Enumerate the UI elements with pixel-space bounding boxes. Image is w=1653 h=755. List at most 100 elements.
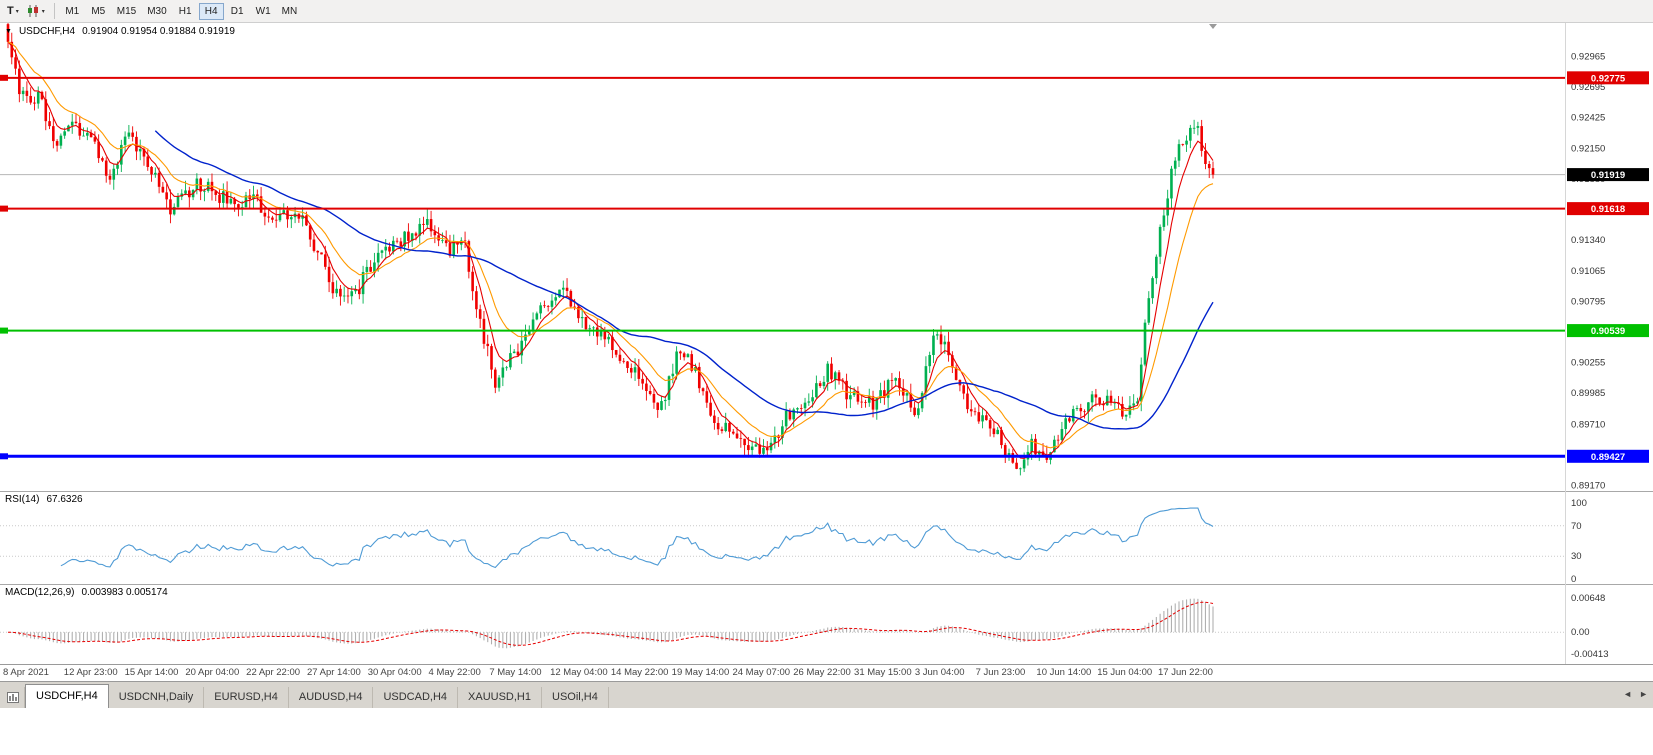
svg-text:-0.00413: -0.00413 — [1571, 649, 1609, 660]
time-label: 7 May 14:00 — [489, 667, 542, 678]
macd-signal-line — [7, 601, 1214, 646]
bid-price-badge: 0.91919 — [1567, 168, 1649, 182]
bottom-area — [0, 708, 1653, 755]
text-tool-icon: T — [7, 5, 14, 17]
chart-tab-usdchf-h4[interactable]: USDCHF,H4 — [25, 684, 109, 708]
svg-text:0.92425: 0.92425 — [1571, 112, 1605, 123]
svg-text:0.91065: 0.91065 — [1571, 266, 1605, 277]
time-label: 15 Apr 14:00 — [124, 667, 179, 678]
timeframe-d1-button[interactable]: D1 — [225, 3, 250, 20]
timeframe-toolbar: T ▾ ▾ M1 M5 M15 M30 H1 H4 D1 W1 MN — [0, 0, 1653, 23]
svg-text:0.92695: 0.92695 — [1571, 82, 1605, 93]
time-label: 19 May 14:00 — [671, 667, 730, 678]
time-label: 7 Jun 23:00 — [975, 667, 1026, 678]
candlestick-series — [6, 23, 1215, 476]
chart-tab-eurusd-h4[interactable]: EURUSD,H4 — [204, 687, 289, 708]
timeframe-m5-button[interactable]: M5 — [86, 3, 111, 20]
time-label: 12 May 04:00 — [550, 667, 608, 678]
svg-text:0.92775: 0.92775 — [1591, 73, 1626, 84]
price-badge-0.89427: 0.89427 — [1567, 449, 1649, 463]
svg-text:0.89170: 0.89170 — [1571, 480, 1605, 491]
macd-panel[interactable]: 0.00648 0.00 -0.00413 MACD(12,26,9) 0.0039… — [0, 584, 1653, 664]
hline-handle-0.91618[interactable] — [0, 205, 8, 212]
time-label: 15 Jun 04:00 — [1097, 667, 1153, 678]
rsi-line — [60, 507, 1214, 569]
chart-window-icon-tab[interactable] — [2, 687, 25, 708]
time-label: 31 May 15:00 — [854, 667, 912, 678]
time-label: 27 Apr 14:00 — [306, 667, 361, 678]
timeframe-m30-button[interactable]: M30 — [142, 3, 171, 20]
svg-text:0.92150: 0.92150 — [1571, 143, 1605, 154]
macd-canvas[interactable]: 0.00648 0.00 -0.00413 — [0, 584, 1653, 664]
ma-slow-line[interactable] — [154, 130, 1214, 430]
chart-tab-xauusd-h1[interactable]: XAUUSD,H1 — [458, 687, 542, 708]
time-label: 30 Apr 04:00 — [367, 667, 422, 678]
main-chart-panel[interactable]: 0.929650.926950.924250.921500.918800.916… — [0, 23, 1653, 491]
macd-histogram — [11, 598, 1214, 649]
svg-text:70: 70 — [1571, 521, 1582, 532]
svg-text:0.89427: 0.89427 — [1591, 452, 1625, 463]
timeframe-mn-button[interactable]: MN — [277, 3, 303, 20]
ma-fast-line[interactable] — [7, 41, 1214, 459]
price-axis[interactable]: 0.929650.926950.924250.921500.918800.916… — [1571, 51, 1605, 491]
rsi-canvas[interactable]: 100 70 30 0 — [0, 491, 1653, 584]
price-shift-marker[interactable] — [1209, 24, 1217, 29]
timeframe-m15-button[interactable]: M15 — [112, 3, 141, 20]
svg-text:0.92965: 0.92965 — [1571, 51, 1605, 62]
svg-text:30: 30 — [1571, 551, 1582, 562]
svg-text:0.91340: 0.91340 — [1571, 235, 1605, 246]
price-chart-canvas[interactable]: 0.929650.926950.924250.921500.918800.916… — [0, 23, 1653, 491]
chart-tab-usdcad-h4[interactable]: USDCAD,H4 — [373, 687, 459, 708]
chevron-down-icon: ▾ — [15, 8, 19, 15]
candlestick-style-icon — [27, 5, 38, 17]
toolbar-separator — [53, 3, 55, 19]
time-label: 14 May 22:00 — [610, 667, 669, 678]
hline-handle-0.89427[interactable] — [0, 453, 8, 460]
chart-tab-usdcnh-daily[interactable]: USDCNH,Daily — [109, 687, 205, 708]
svg-text:0.90255: 0.90255 — [1571, 358, 1605, 369]
timeframe-group: M1 M5 M15 M30 H1 H4 D1 W1 MN — [60, 2, 303, 20]
tab-scroll-controls: ◄ ► — [1623, 689, 1648, 699]
chart-tab-audusd-h4[interactable]: AUDUSD,H4 — [289, 687, 374, 708]
time-axis[interactable]: 8 Apr 2021 12 Apr 23:00 15 Apr 14:00 20 Apr… — [0, 664, 1653, 681]
text-tool-button[interactable]: T ▾ — [3, 2, 23, 20]
chart-tabs-bar: USDCHF,H4 USDCNH,Daily EURUSD,H4 AUDUSD,H4 U… — [0, 681, 1653, 708]
mini-chart-icon — [7, 692, 19, 703]
svg-text:0.89985: 0.89985 — [1571, 388, 1605, 399]
svg-text:0.00: 0.00 — [1571, 627, 1590, 638]
time-label: 3 Jun 04:00 — [914, 667, 965, 678]
tab-scroll-right-button[interactable]: ► — [1639, 689, 1648, 699]
svg-text:100: 100 — [1571, 498, 1587, 509]
svg-text:0.90795: 0.90795 — [1571, 297, 1605, 308]
time-label: 22 Apr 22:00 — [246, 667, 301, 678]
svg-text:0.91618: 0.91618 — [1591, 204, 1625, 215]
ma-mid-line[interactable] — [7, 41, 1214, 449]
tab-scroll-left-button[interactable]: ◄ — [1623, 689, 1633, 699]
hline-handle-0.90539[interactable] — [0, 327, 8, 334]
chart-style-button[interactable]: ▾ — [23, 2, 49, 20]
svg-text:0.89710: 0.89710 — [1571, 419, 1605, 430]
time-label: 8 Apr 2021 — [3, 667, 49, 678]
price-badge-0.90539: 0.90539 — [1567, 324, 1649, 338]
time-label: 26 May 22:00 — [793, 667, 851, 678]
time-label: 17 Jun 22:00 — [1158, 667, 1213, 678]
time-label: 24 May 07:00 — [732, 667, 791, 678]
time-label: 20 Apr 04:00 — [185, 667, 240, 678]
rsi-panel[interactable]: 100 70 30 0 RSI(14) 67.6326 — [0, 491, 1653, 584]
timeframe-h4-button[interactable]: H4 — [198, 2, 224, 20]
timeframe-m1-button[interactable]: M1 — [60, 3, 85, 20]
svg-text:0.91919: 0.91919 — [1591, 170, 1625, 181]
timeframe-w1-button[interactable]: W1 — [251, 3, 276, 20]
svg-text:0: 0 — [1571, 574, 1576, 584]
svg-text:0.90539: 0.90539 — [1591, 326, 1625, 337]
price-badge-0.92775: 0.92775 — [1567, 71, 1649, 85]
time-label: 4 May 22:00 — [428, 667, 481, 678]
chevron-down-icon: ▾ — [41, 8, 45, 15]
time-label: 10 Jun 14:00 — [1036, 667, 1092, 678]
timeframe-h1-button[interactable]: H1 — [173, 3, 198, 20]
chart-tab-usoil-h4[interactable]: USOil,H4 — [542, 687, 609, 708]
time-label: 12 Apr 23:00 — [63, 667, 118, 678]
hline-handle-0.92775[interactable] — [0, 74, 8, 81]
svg-text:0.00648: 0.00648 — [1571, 593, 1605, 604]
